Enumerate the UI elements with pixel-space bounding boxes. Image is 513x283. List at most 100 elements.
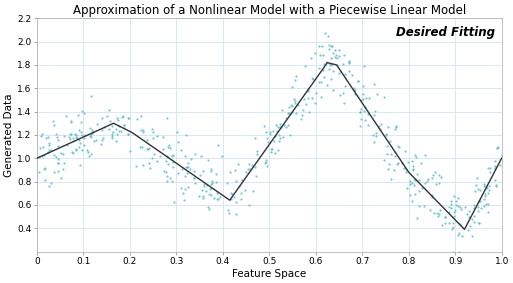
Point bbox=[454, 233, 462, 237]
Point bbox=[262, 130, 270, 135]
Point bbox=[136, 145, 144, 149]
Point bbox=[380, 158, 388, 162]
Point bbox=[311, 101, 319, 106]
Point bbox=[133, 117, 141, 122]
Point bbox=[491, 178, 499, 182]
Point bbox=[428, 175, 437, 180]
Point bbox=[322, 60, 330, 65]
Point bbox=[98, 115, 106, 120]
Point bbox=[290, 97, 299, 102]
Point bbox=[390, 168, 399, 172]
Point bbox=[72, 136, 81, 140]
Point bbox=[408, 158, 416, 163]
Point bbox=[480, 204, 488, 209]
Point bbox=[336, 93, 344, 98]
Point bbox=[54, 143, 62, 148]
Point bbox=[75, 127, 83, 132]
Point bbox=[328, 44, 336, 49]
Point bbox=[119, 114, 127, 119]
Point bbox=[103, 113, 111, 118]
Point bbox=[262, 160, 270, 165]
Point bbox=[183, 164, 191, 169]
Point bbox=[411, 192, 419, 197]
Point bbox=[290, 99, 299, 103]
Point bbox=[270, 151, 279, 156]
Point bbox=[59, 152, 67, 156]
Point bbox=[57, 176, 65, 181]
Point bbox=[273, 147, 282, 152]
Point bbox=[143, 137, 151, 142]
Point bbox=[480, 197, 488, 201]
Point bbox=[463, 211, 471, 216]
Point bbox=[145, 161, 153, 166]
Point bbox=[359, 97, 367, 102]
Point bbox=[409, 183, 418, 187]
Point bbox=[392, 123, 400, 128]
Point bbox=[320, 74, 328, 79]
Point bbox=[120, 122, 128, 127]
Point bbox=[339, 61, 347, 66]
Point bbox=[472, 183, 480, 188]
Point bbox=[131, 164, 140, 168]
Point bbox=[415, 189, 423, 194]
Point bbox=[354, 79, 362, 83]
Point bbox=[52, 154, 60, 159]
Point bbox=[386, 139, 394, 143]
Point bbox=[282, 116, 290, 120]
Point bbox=[164, 162, 172, 166]
Point bbox=[57, 151, 65, 155]
Point bbox=[469, 214, 478, 218]
Point bbox=[269, 128, 278, 133]
Point bbox=[106, 119, 114, 123]
Point bbox=[274, 125, 282, 129]
Point bbox=[392, 125, 400, 130]
Point bbox=[231, 178, 240, 183]
Point bbox=[266, 147, 274, 151]
Point bbox=[96, 142, 105, 146]
Point bbox=[163, 116, 171, 120]
Point bbox=[486, 170, 494, 174]
Point bbox=[304, 96, 312, 100]
Point bbox=[198, 188, 206, 193]
Point bbox=[137, 113, 145, 118]
Point bbox=[368, 133, 377, 138]
Point bbox=[52, 131, 60, 136]
Point bbox=[263, 136, 271, 140]
Point bbox=[401, 149, 409, 154]
Point bbox=[150, 152, 158, 156]
Point bbox=[326, 76, 334, 81]
Point bbox=[406, 192, 414, 197]
Point bbox=[89, 138, 97, 143]
Point bbox=[54, 161, 63, 166]
Point bbox=[345, 61, 353, 66]
Point bbox=[253, 149, 261, 154]
Point bbox=[174, 140, 183, 144]
Point bbox=[85, 153, 93, 158]
Point bbox=[81, 133, 89, 137]
Point bbox=[412, 172, 421, 176]
Point bbox=[324, 67, 332, 71]
Point bbox=[277, 125, 285, 129]
Point bbox=[59, 167, 67, 172]
Point bbox=[49, 119, 57, 123]
Point bbox=[138, 145, 146, 149]
Point bbox=[182, 165, 190, 169]
Point bbox=[450, 214, 458, 219]
Point bbox=[105, 108, 113, 113]
Point bbox=[163, 179, 171, 184]
Point bbox=[493, 145, 501, 150]
Point bbox=[199, 194, 207, 198]
Point bbox=[421, 152, 429, 157]
Point bbox=[282, 125, 290, 130]
X-axis label: Feature Space: Feature Space bbox=[232, 269, 306, 279]
Point bbox=[455, 250, 463, 254]
Point bbox=[218, 154, 226, 158]
Point bbox=[148, 127, 156, 132]
Point bbox=[429, 172, 438, 177]
Point bbox=[371, 109, 380, 113]
Point bbox=[260, 124, 268, 128]
Point bbox=[409, 164, 417, 168]
Point bbox=[93, 122, 101, 126]
Point bbox=[186, 167, 194, 171]
Point bbox=[100, 125, 108, 130]
